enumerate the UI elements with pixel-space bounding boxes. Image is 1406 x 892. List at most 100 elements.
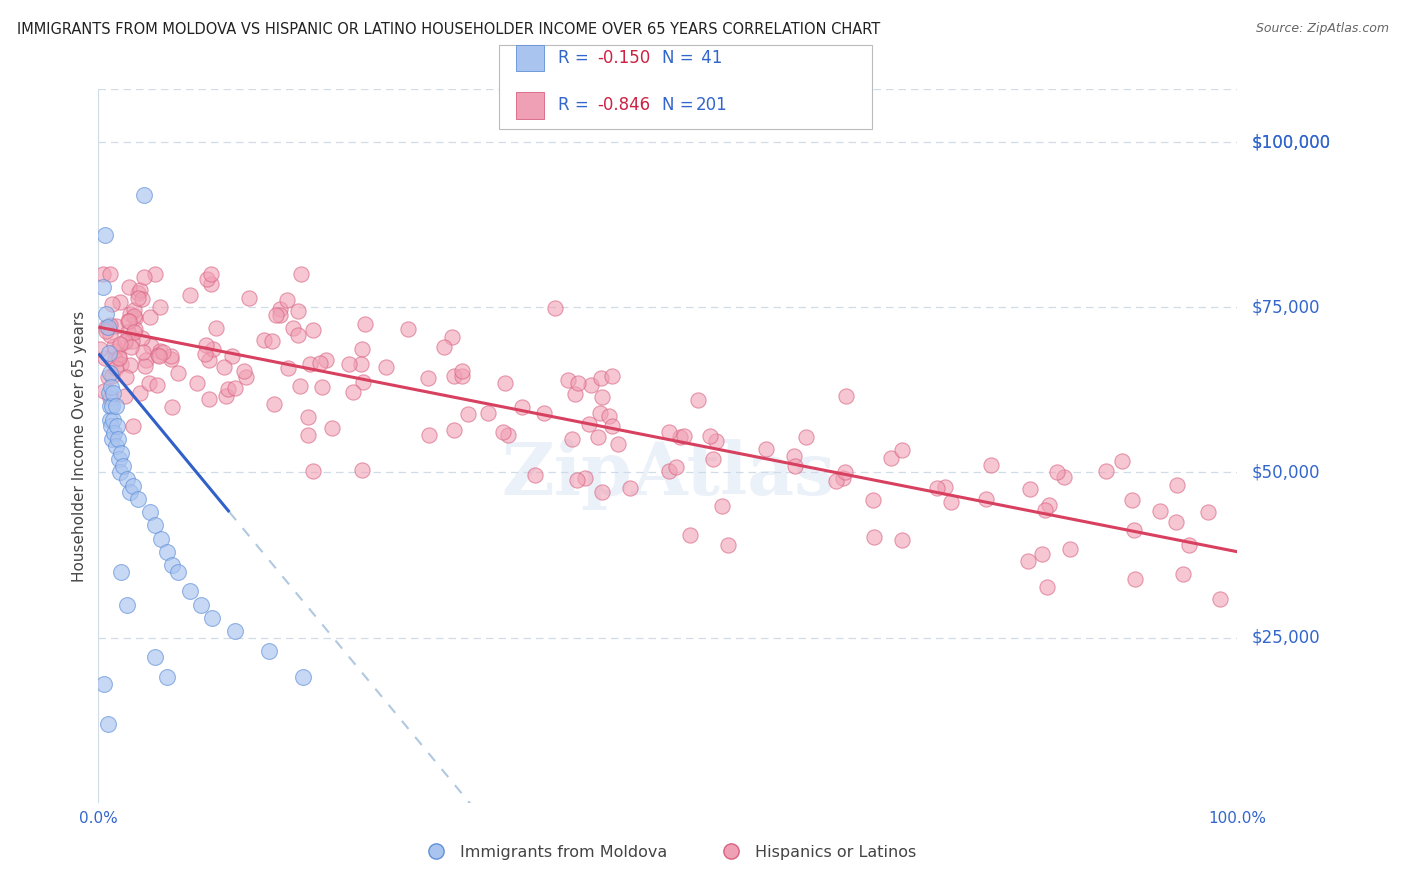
Point [97, 386, 120, 401]
Point [586, 429, 609, 443]
Point [890, 442, 912, 457]
Point [93, 677, 115, 691]
Point [510, 401, 533, 415]
Point [96, 716, 118, 731]
Point [160, 400, 183, 414]
Point [200, 267, 222, 281]
Point [235, 369, 257, 384]
Point [93, 384, 115, 399]
Point [118, 314, 141, 328]
Text: IMMIGRANTS FROM MOLDOVA VS HISPANIC OR LATINO HOUSEHOLDER INCOME OVER 65 YEARS C: IMMIGRANTS FROM MOLDOVA VS HISPANIC OR L… [17, 22, 880, 37]
Point [101, 296, 124, 310]
Point [205, 321, 228, 335]
Point [132, 188, 155, 202]
Point [97, 346, 120, 360]
Point [91, 280, 114, 294]
Point [201, 342, 224, 356]
Point [138, 505, 160, 519]
Point [557, 373, 579, 387]
Point [122, 326, 145, 340]
Point [122, 302, 145, 317]
Point [107, 351, 129, 365]
Point [121, 334, 143, 349]
Text: -0.846: -0.846 [598, 96, 651, 114]
Point [110, 445, 132, 459]
Text: $100,000: $100,000 [1251, 133, 1330, 151]
Point [115, 370, 138, 384]
Point [443, 368, 465, 383]
Point [658, 425, 681, 439]
Point [149, 300, 172, 314]
Point [118, 280, 141, 294]
Point [1111, 454, 1133, 468]
Point [105, 318, 128, 333]
Point [156, 670, 179, 684]
Point [783, 458, 806, 473]
Point [934, 480, 956, 494]
Point [103, 352, 125, 367]
Point [600, 368, 623, 383]
Point [443, 423, 465, 437]
Point [124, 310, 146, 325]
Point [105, 360, 128, 375]
Point [101, 369, 124, 384]
Point [162, 558, 184, 572]
Point [342, 384, 364, 399]
Point [96, 320, 118, 334]
Point [134, 359, 156, 374]
Point [591, 484, 613, 499]
Point [190, 598, 212, 612]
Point [710, 499, 733, 513]
Point [98, 318, 121, 333]
Point [589, 406, 612, 420]
Point [309, 356, 332, 370]
Point [287, 328, 309, 343]
Point [135, 353, 157, 368]
Text: $50,000: $50,000 [1251, 464, 1320, 482]
Point [433, 340, 456, 354]
Point [129, 283, 152, 297]
Point [832, 471, 855, 485]
Point [352, 342, 374, 356]
Point [544, 301, 567, 315]
Point [702, 451, 724, 466]
Point [669, 430, 692, 444]
Point [127, 291, 149, 305]
Point [232, 364, 254, 378]
Point [114, 389, 136, 403]
Point [533, 406, 555, 420]
Point [1197, 505, 1219, 519]
Point [457, 407, 479, 421]
Point [297, 428, 319, 442]
Point [98, 391, 121, 405]
Point [352, 463, 374, 477]
Point [103, 339, 125, 353]
Point [97, 370, 120, 384]
Point [269, 302, 291, 317]
Point [101, 433, 124, 447]
Point [195, 272, 218, 286]
Text: Source: ZipAtlas.com: Source: ZipAtlas.com [1256, 22, 1389, 36]
Point [574, 471, 596, 485]
Text: 201: 201 [696, 96, 728, 114]
Text: -0.150: -0.150 [598, 49, 651, 67]
Point [138, 310, 160, 325]
Point [302, 322, 325, 336]
Point [418, 427, 440, 442]
Text: 41: 41 [696, 49, 723, 67]
Point [201, 611, 224, 625]
Point [451, 364, 474, 378]
Point [1031, 547, 1053, 561]
Point [253, 334, 276, 348]
Point [276, 293, 298, 308]
Point [149, 344, 172, 359]
Text: ZipAtlas: ZipAtlas [501, 439, 835, 510]
Point [131, 331, 153, 345]
Point [108, 337, 131, 351]
Point [221, 349, 243, 363]
Point [108, 452, 131, 467]
Point [1178, 538, 1201, 552]
Point [834, 465, 856, 479]
Point [591, 390, 613, 404]
Point [567, 376, 589, 390]
